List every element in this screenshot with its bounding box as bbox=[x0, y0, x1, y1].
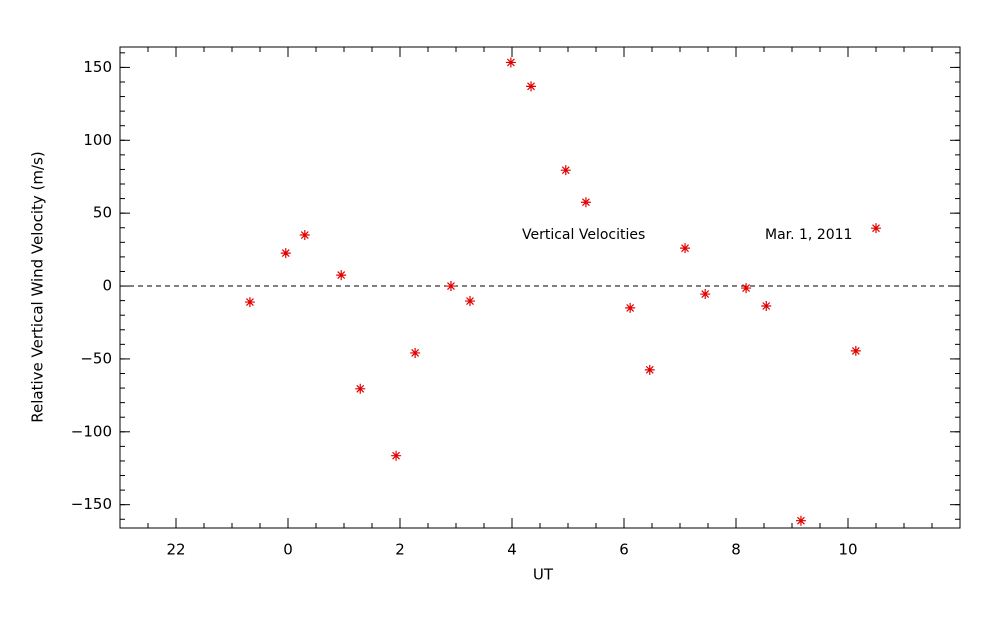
scatter-point bbox=[850, 345, 861, 356]
x-tick-label: 4 bbox=[507, 541, 517, 559]
x-tick-label: 2 bbox=[395, 541, 405, 559]
x-tick-label: 6 bbox=[619, 541, 629, 559]
scatter-point bbox=[244, 297, 255, 308]
plot-frame bbox=[119, 46, 961, 529]
y-tick-label: −100 bbox=[71, 422, 112, 440]
scatter-point bbox=[871, 223, 881, 234]
x-tick-label: 10 bbox=[838, 541, 857, 559]
scatter-point bbox=[445, 281, 456, 292]
y-tick-label: 50 bbox=[93, 204, 112, 222]
scatter-point bbox=[410, 347, 421, 358]
scatter-point bbox=[580, 197, 591, 208]
annotation: Vertical Velocities bbox=[522, 227, 645, 243]
y-tick-label: −50 bbox=[80, 349, 112, 367]
scatter-point bbox=[560, 165, 571, 176]
scatter-point bbox=[280, 248, 291, 259]
y-tick-label: 0 bbox=[102, 277, 112, 295]
x-tick-label: 22 bbox=[166, 541, 185, 559]
annotation: Mar. 1, 2011 bbox=[765, 227, 852, 243]
x-tick-label: 8 bbox=[731, 541, 741, 559]
scatter-point bbox=[336, 270, 347, 281]
scatter-point bbox=[505, 57, 516, 68]
scatter-point bbox=[391, 450, 402, 461]
y-tick-label: −150 bbox=[71, 495, 112, 513]
x-tick-label: 0 bbox=[283, 541, 293, 559]
y-tick-label: 100 bbox=[83, 131, 112, 149]
scatter-point bbox=[526, 81, 537, 92]
scatter-point bbox=[355, 383, 366, 394]
scatter-point bbox=[299, 230, 310, 241]
scatter-point bbox=[700, 289, 711, 300]
scatter-point bbox=[741, 283, 752, 294]
scatter-point bbox=[625, 302, 636, 313]
x-axis-label: UT bbox=[533, 566, 554, 584]
scatter-point bbox=[680, 243, 691, 254]
scatter-point bbox=[465, 296, 475, 307]
y-axis-label: Relative Vertical Wind Velocity (m/s) bbox=[29, 151, 47, 422]
scatter-point bbox=[795, 515, 806, 526]
scatter-point bbox=[644, 364, 655, 375]
y-tick-label: 150 bbox=[83, 58, 112, 76]
scatter-point bbox=[761, 301, 772, 312]
